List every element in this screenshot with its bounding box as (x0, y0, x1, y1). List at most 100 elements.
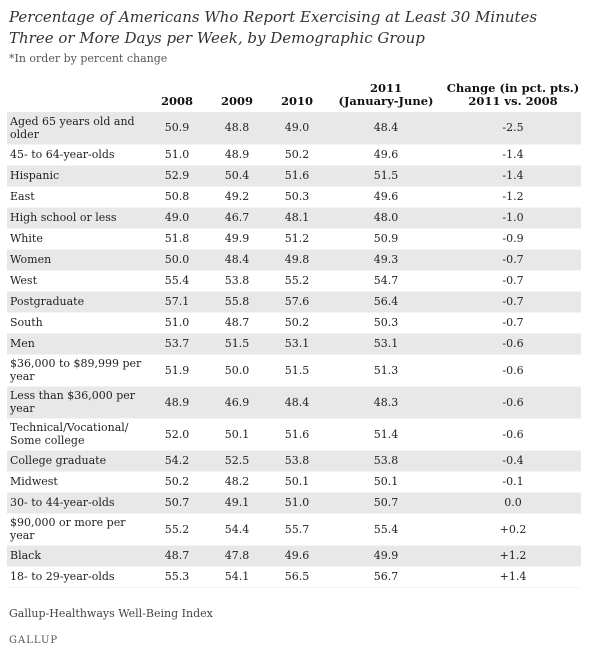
cell-v2008: 50.0 (147, 249, 207, 271)
row-label: East (7, 186, 147, 208)
row-label: $36,000 to $89,999 per year (7, 354, 147, 387)
cell-v2011: 49.9 (327, 545, 445, 567)
cell-v2008: 48.7 (147, 545, 207, 567)
cell-change: -0.4 (445, 450, 581, 472)
cell-change: -0.6 (445, 354, 581, 387)
table-row: Women 50.0 48.4 49.8 49.3 -0.7 (7, 249, 581, 271)
cell-v2010: 51.0 (267, 492, 327, 514)
cell-v2010: 50.1 (267, 471, 327, 493)
cell-v2011: 51.3 (327, 354, 445, 387)
header-2011-line1: 2011 (369, 81, 402, 95)
header-2008: 2008 (160, 94, 193, 108)
cell-v2011: 48.4 (327, 112, 445, 145)
table-row: Hispanic 52.9 50.4 51.6 51.5 -1.4 (7, 165, 581, 187)
cell-change: -0.7 (445, 291, 581, 313)
cell-v2008: 51.9 (147, 354, 207, 387)
cell-v2010: 48.4 (267, 386, 327, 419)
row-label: Women (7, 249, 147, 271)
gallup-logo: GALLUP (9, 635, 59, 646)
cell-v2009: 48.4 (207, 249, 267, 271)
cell-v2010: 50.2 (267, 312, 327, 334)
sort-note: *In order by percent change (9, 52, 168, 65)
table-row: High school or less 49.0 46.7 48.1 48.0 -1.0 (7, 207, 581, 229)
cell-change: -1.0 (445, 207, 581, 229)
chart-title: Percentage of Americans Who Report Exerc… (9, 8, 538, 47)
cell-v2009: 50.4 (207, 165, 267, 187)
cell-v2008: 53.7 (147, 333, 207, 355)
row-label: Less than $36,000 per year (7, 386, 147, 419)
cell-v2010: 50.2 (267, 144, 327, 166)
cell-v2009: 50.1 (207, 418, 267, 451)
cell-change: -1.4 (445, 165, 581, 187)
cell-v2011: 50.7 (327, 492, 445, 514)
cell-change: -0.6 (445, 386, 581, 419)
cell-v2009: 49.9 (207, 228, 267, 250)
row-label: Midwest (7, 471, 147, 493)
table-row: Midwest 50.2 48.2 50.1 50.1 -0.1 (7, 471, 581, 493)
cell-v2011: 50.1 (327, 471, 445, 493)
cell-v2011: 56.7 (327, 566, 445, 588)
cell-v2008: 50.7 (147, 492, 207, 514)
cell-v2008: 52.9 (147, 165, 207, 187)
cell-change: -0.7 (445, 270, 581, 292)
cell-change: -0.6 (445, 333, 581, 355)
cell-v2011: 51.5 (327, 165, 445, 187)
cell-v2011: 49.6 (327, 144, 445, 166)
cell-change: -0.7 (445, 312, 581, 334)
cell-v2009: 55.8 (207, 291, 267, 313)
cell-v2009: 51.5 (207, 333, 267, 355)
source-note: Gallup-Healthways Well-Being Index (9, 607, 213, 620)
header-change-line1: Change (in pct. pts.) (446, 81, 580, 95)
cell-v2011: 54.7 (327, 270, 445, 292)
table-row: Black 48.7 47.8 49.6 49.9 +1.2 (7, 545, 581, 567)
cell-v2009: 54.4 (207, 513, 267, 546)
cell-v2009: 48.8 (207, 112, 267, 145)
row-label: $90,000 or more per year (7, 513, 147, 546)
table-row: 30- to 44-year-olds 50.7 49.1 51.0 50.7 0.0 (7, 492, 581, 514)
cell-change: -0.6 (445, 418, 581, 451)
cell-v2010: 55.7 (267, 513, 327, 546)
row-label: Men (7, 333, 147, 355)
cell-v2011: 49.6 (327, 186, 445, 208)
cell-change: -1.2 (445, 186, 581, 208)
cell-v2009: 48.9 (207, 144, 267, 166)
cell-v2008: 50.9 (147, 112, 207, 145)
row-label: Hispanic (7, 165, 147, 187)
table-row: Less than $36,000 per year 48.9 46.9 48.4 48… (7, 386, 581, 419)
cell-change: -0.7 (445, 249, 581, 271)
cell-v2009: 54.1 (207, 566, 267, 588)
table-row: Men 53.7 51.5 53.1 53.1 -0.6 (7, 333, 581, 355)
header-label-col (7, 72, 147, 112)
table-row: West 55.4 53.8 55.2 54.7 -0.7 (7, 270, 581, 292)
cell-v2010: 49.6 (267, 545, 327, 567)
cell-v2011: 56.4 (327, 291, 445, 313)
cell-v2010: 48.1 (267, 207, 327, 229)
cell-v2010: 57.6 (267, 291, 327, 313)
cell-v2010: 55.2 (267, 270, 327, 292)
cell-v2009: 50.0 (207, 354, 267, 387)
table-row: East 50.8 49.2 50.3 49.6 -1.2 (7, 186, 581, 208)
header-2011-line2: (January-June) (338, 94, 434, 108)
cell-v2010: 53.1 (267, 333, 327, 355)
cell-v2010: 51.6 (267, 418, 327, 451)
cell-v2009: 48.7 (207, 312, 267, 334)
table-row: 18- to 29-year-olds 55.3 54.1 56.5 56.7 +1.4 (7, 566, 581, 588)
header-change: Change (in pct. pts.) 2011 vs. 2008 (445, 72, 581, 112)
cell-v2008: 52.0 (147, 418, 207, 451)
cell-v2009: 49.1 (207, 492, 267, 514)
cell-v2011: 49.3 (327, 249, 445, 271)
cell-v2009: 53.8 (207, 270, 267, 292)
cell-change: -2.5 (445, 112, 581, 145)
table-row: Aged 65 years old and older 50.9 48.8 49.0 4… (7, 112, 581, 145)
row-label: White (7, 228, 147, 250)
cell-v2011: 48.0 (327, 207, 445, 229)
row-label: 18- to 29-year-olds (7, 566, 147, 588)
cell-v2008: 57.1 (147, 291, 207, 313)
table-row: Technical/Vocational/ Some college 52.0 50… (7, 418, 581, 451)
cell-change: 0.0 (445, 492, 581, 514)
table-row: South 51.0 48.7 50.2 50.3 -0.7 (7, 312, 581, 334)
cell-v2011: 53.8 (327, 450, 445, 472)
row-label: Technical/Vocational/ Some college (7, 418, 147, 451)
cell-v2008: 54.2 (147, 450, 207, 472)
table-row: College graduate 54.2 52.5 53.8 53.8 -0.4 (7, 450, 581, 472)
